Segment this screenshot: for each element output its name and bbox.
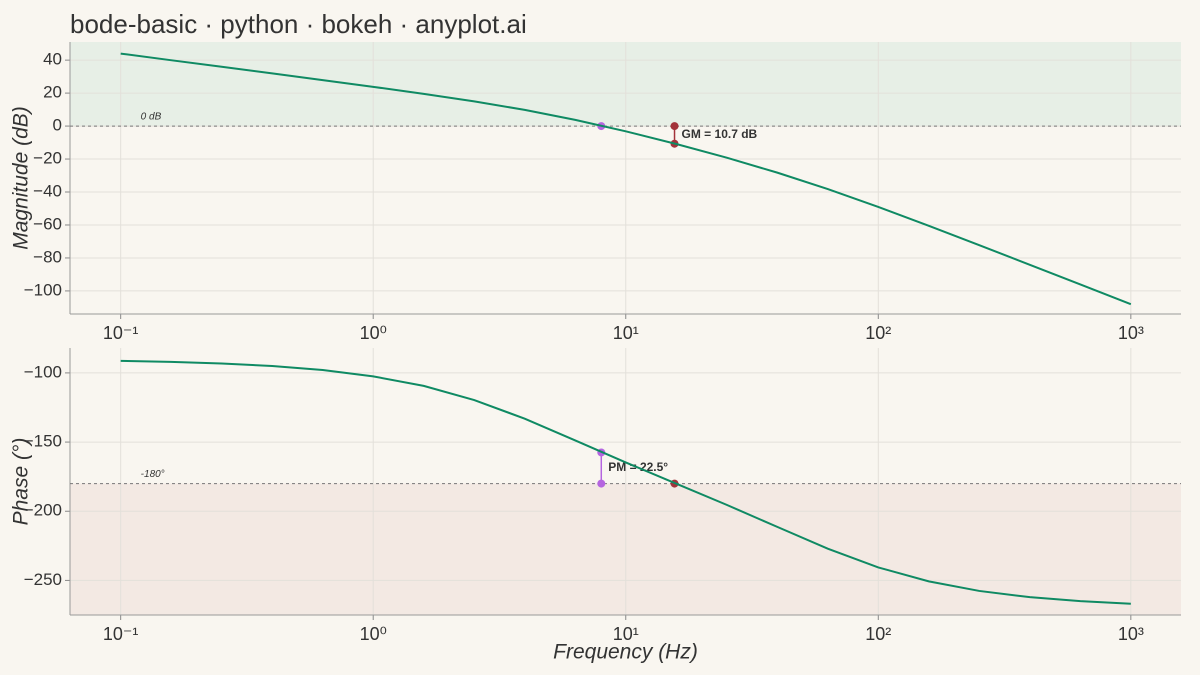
reference-label: -180° <box>141 469 165 480</box>
x-axis-label: Frequency (Hz) <box>553 641 698 664</box>
margin-point <box>597 479 606 488</box>
x-tick-label: 10² <box>865 323 891 343</box>
y-tick-label: −40 <box>33 181 62 200</box>
y-tick-label: −80 <box>33 247 62 266</box>
x-tick-label: 10⁻¹ <box>103 624 139 644</box>
plot-area <box>120 52 1132 306</box>
y-tick-label: −100 <box>24 362 62 381</box>
y-axis-label: Magnitude (dB) <box>10 106 33 250</box>
y-tick-label: 20 <box>43 83 62 102</box>
y-tick-label: −100 <box>24 280 62 299</box>
plot-area <box>120 359 1131 605</box>
x-tick-label: 10³ <box>1118 624 1144 644</box>
x-tick-label: 10² <box>865 624 891 644</box>
annotation-label: GM = 10.7 dB <box>682 127 758 141</box>
y-axis-label: Phase (°) <box>10 438 33 526</box>
x-tick-label: 10⁰ <box>360 323 387 343</box>
y-tick-label: −200 <box>24 501 62 520</box>
y-tick-label: −60 <box>33 214 62 233</box>
x-tick-label: 10¹ <box>613 323 639 343</box>
margin-point <box>670 122 679 131</box>
y-tick-label: −150 <box>24 432 62 451</box>
y-tick-label: −250 <box>24 570 62 589</box>
line-series <box>120 52 1132 306</box>
x-tick-label: 10⁻¹ <box>103 323 139 343</box>
y-tick-label: 40 <box>43 50 62 69</box>
reference-label: 0 dB <box>141 112 162 123</box>
y-tick-label: 0 <box>53 116 62 135</box>
x-tick-label: 10³ <box>1118 323 1144 343</box>
y-tick-label: −20 <box>33 149 62 168</box>
chart-title: bode-basic · python · bokeh · anyplot.ai <box>70 9 527 39</box>
x-tick-label: 10⁰ <box>360 624 387 644</box>
x-tick-label: 10¹ <box>613 624 639 644</box>
line-series <box>120 359 1131 605</box>
